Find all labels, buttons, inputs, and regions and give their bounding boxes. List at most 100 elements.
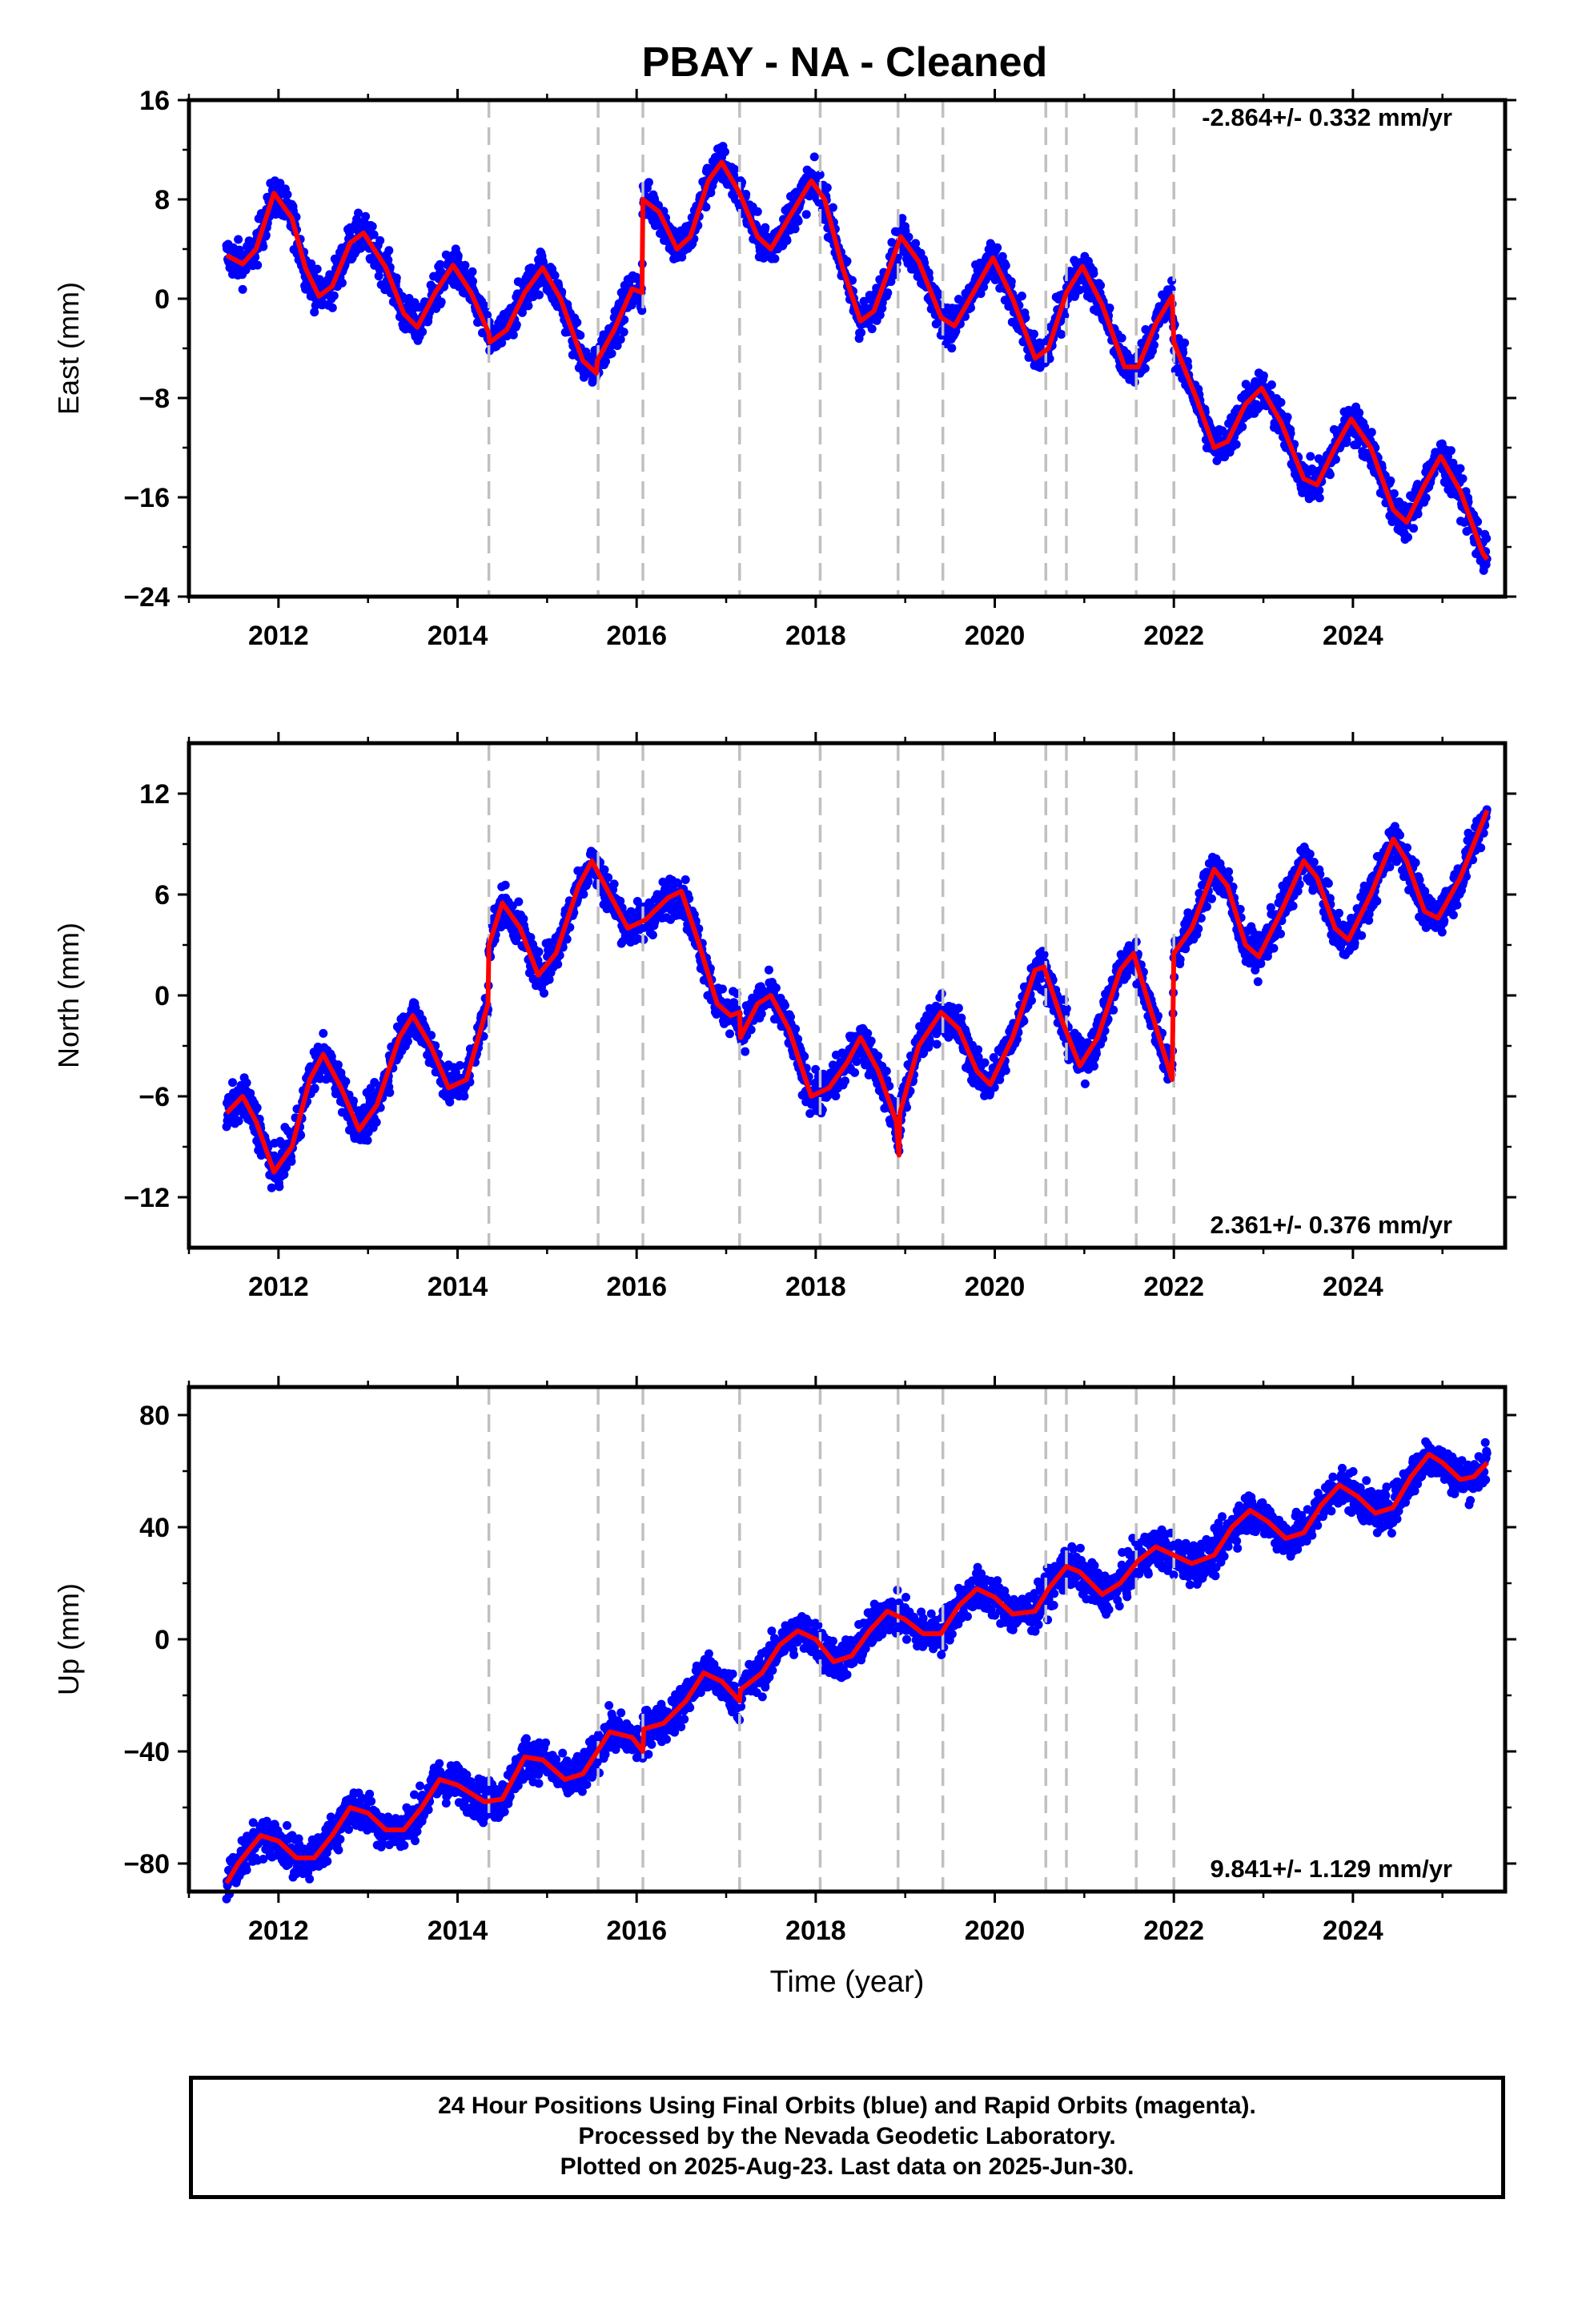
north-data-point (648, 931, 657, 939)
east-data-point (468, 267, 477, 276)
east-data-point (384, 246, 394, 255)
east-data-point (512, 320, 521, 330)
east-data-point (1386, 476, 1395, 485)
east-data-point (535, 290, 544, 300)
north-data-point (310, 1084, 319, 1093)
east-data-point (524, 301, 533, 311)
east-x-tick-label: 2012 (248, 621, 309, 651)
east-data-point (701, 203, 711, 212)
east-data-point (1306, 452, 1315, 461)
east-data-point (418, 327, 428, 336)
east-x-tick-label: 2020 (965, 621, 1026, 651)
east-plot-border (187, 98, 1508, 599)
east-data-point (1259, 371, 1268, 380)
east-data-point (1276, 398, 1286, 407)
east-data-point (238, 284, 247, 294)
east-data-point (310, 308, 319, 317)
north-data-point (252, 1103, 262, 1112)
north-data-point (932, 1039, 942, 1049)
north-data-point (460, 1092, 469, 1101)
east-data-point (259, 242, 268, 251)
east-data-point (1456, 464, 1465, 473)
east-data-point (822, 183, 832, 192)
east-data-point (367, 222, 377, 231)
east-data-point (354, 208, 363, 218)
north-data-point (873, 1051, 883, 1061)
east-data-point (1180, 338, 1190, 348)
east-data-point (730, 164, 740, 174)
east-data-point (1283, 412, 1292, 422)
north-data-point (385, 1088, 395, 1097)
north-data-point (341, 1077, 351, 1086)
north-data-point (781, 1001, 789, 1010)
east-data-point (644, 178, 653, 187)
north-data-point (791, 1024, 801, 1034)
east-data-point (1017, 292, 1026, 301)
east-data-point (1231, 440, 1241, 449)
east-data-point (1482, 533, 1492, 543)
east-data-point (383, 255, 393, 265)
east-data-point (782, 235, 792, 245)
east-x-tick-label: 2016 (606, 621, 667, 651)
north-data-point (534, 947, 544, 956)
east-data-point (619, 328, 628, 337)
east-data-points (222, 142, 1492, 575)
east-data-point (508, 330, 518, 340)
east-data-point (601, 356, 610, 366)
north-data-point (725, 1029, 734, 1039)
north-data-point (609, 879, 619, 889)
east-data-point (261, 231, 271, 240)
east-data-point (526, 263, 536, 272)
east-data-point (947, 344, 957, 353)
east-data-point (1030, 329, 1038, 339)
east-data-point (1446, 446, 1456, 456)
east-data-point (761, 223, 770, 232)
east-data-point (283, 190, 292, 199)
east-data-point (468, 276, 477, 286)
east-data-point (867, 324, 877, 334)
east-data-point (1057, 330, 1066, 339)
east-data-point (809, 152, 819, 162)
east-data-point (307, 259, 316, 268)
north-data-point (228, 1078, 237, 1088)
east-data-point (1150, 340, 1158, 350)
east-y-tick-label: 8 (155, 185, 170, 215)
north-data-point (764, 965, 773, 975)
east-y-tick-label: 16 (139, 86, 170, 116)
east-data-point (576, 331, 585, 340)
east-data-point (1140, 364, 1150, 373)
east-data-point (1355, 408, 1364, 417)
north-data-point (681, 875, 690, 884)
east-x-tick-label: 2014 (428, 621, 488, 651)
east-x-tick-label: 2022 (1143, 621, 1204, 651)
east-data-point (1117, 333, 1126, 343)
east-data-point (312, 264, 322, 274)
east-data-point (327, 303, 337, 312)
north-data-point (242, 1078, 251, 1088)
east-data-point (1315, 485, 1324, 495)
east-data-point (801, 210, 811, 219)
east-data-point (1096, 280, 1106, 290)
north-data-point (718, 984, 727, 994)
east-data-point (607, 348, 616, 358)
east-data-point (993, 243, 1002, 252)
east-data-point (436, 297, 446, 307)
east-model-group (225, 159, 1490, 561)
east-data-point (1315, 493, 1324, 503)
north-data-point (850, 1068, 860, 1077)
chart-title: PBAY - NA - Cleaned (642, 39, 1048, 86)
east-data-point (1001, 261, 1010, 271)
east-data-point (453, 251, 463, 260)
east-data-point (1421, 493, 1431, 503)
east-y-axis-label: East (mm) (52, 282, 85, 415)
north-data-point (863, 1028, 873, 1038)
east-x-tick-label: 2024 (1323, 621, 1383, 651)
east-data-point (361, 211, 371, 221)
north-data-point (584, 877, 593, 887)
east-x-tick-label: 2018 (785, 621, 846, 651)
east-y-tick-label: 0 (155, 284, 170, 315)
east-data-point (460, 260, 470, 270)
east-y-tick-label: −24 (123, 582, 170, 613)
east-data-point (1089, 269, 1098, 278)
